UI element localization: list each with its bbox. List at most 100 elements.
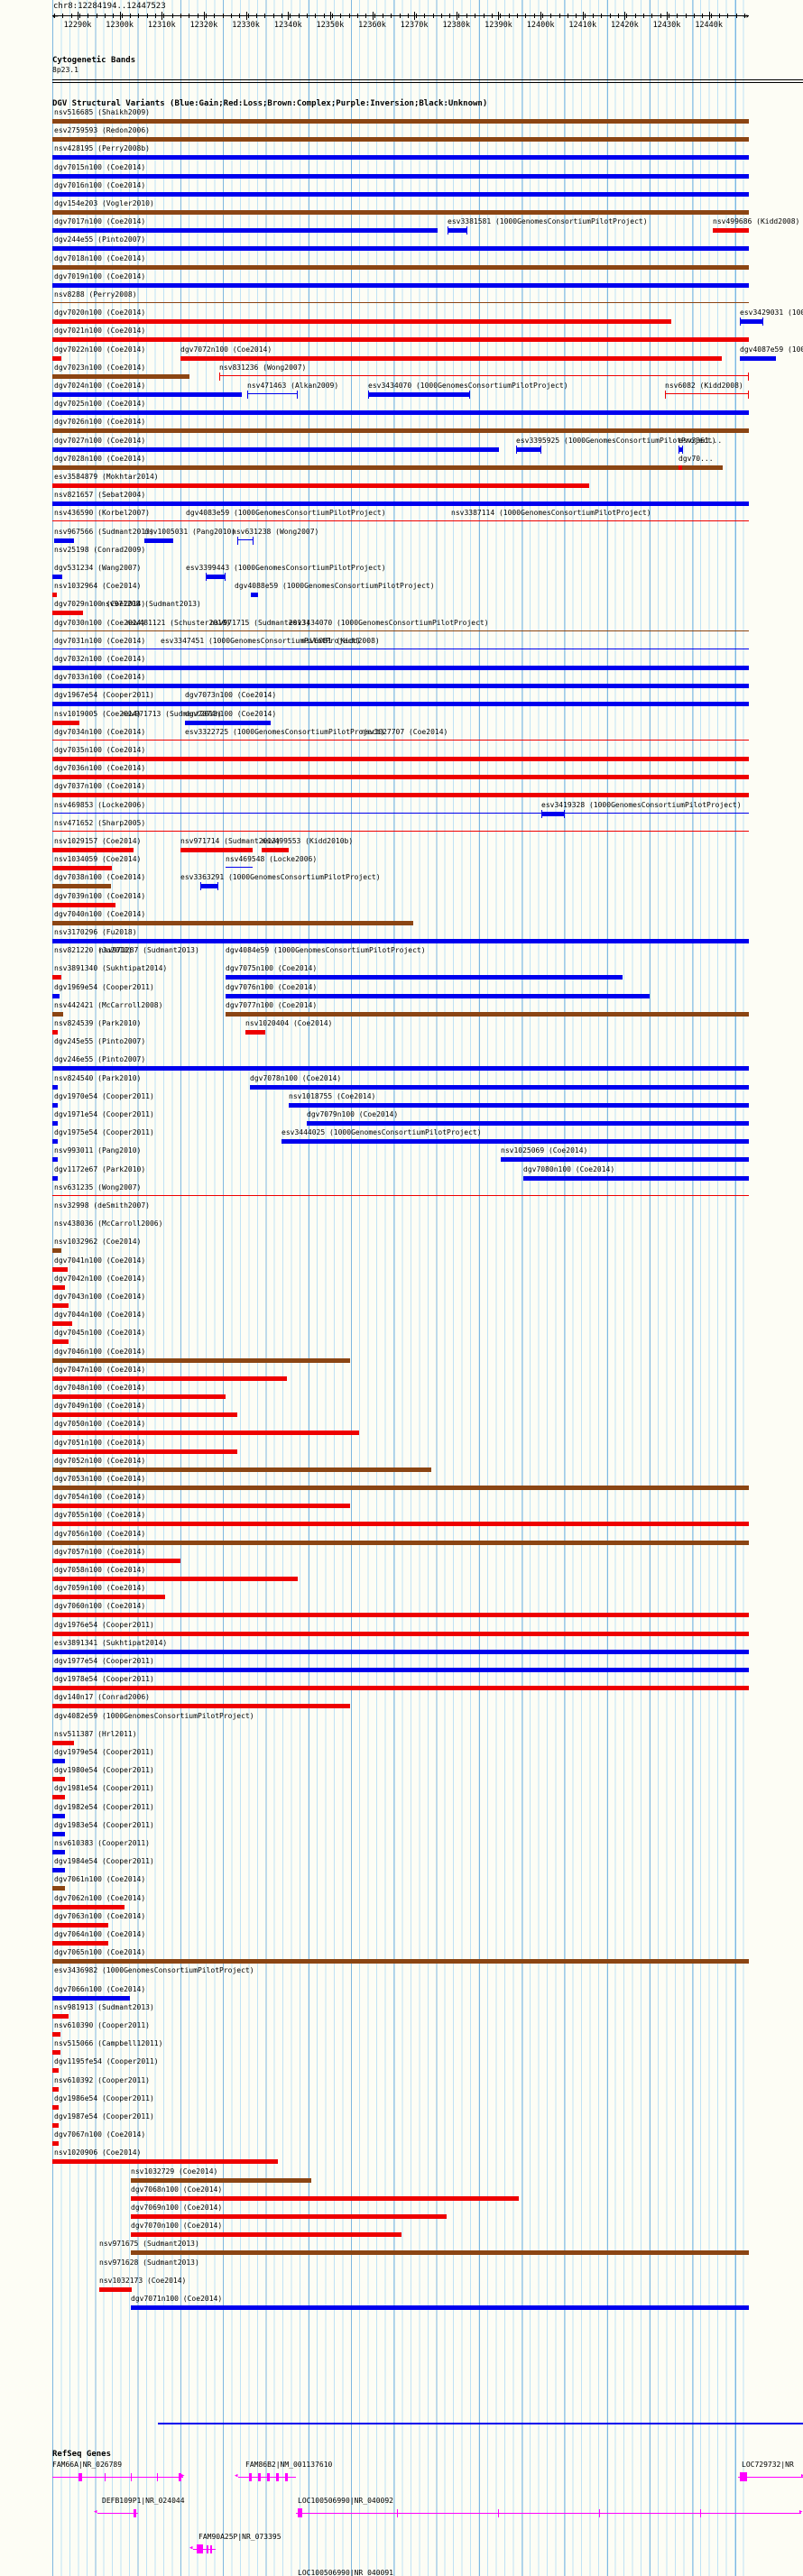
variant-bar[interactable] (52, 1959, 749, 1964)
dgv-variant-row[interactable]: dgv7030n100 (Coe2014) nsv481121 (Schuster… (0, 619, 803, 637)
variant-bar[interactable] (52, 1668, 749, 1672)
variant-label[interactable]: dgv7067n100 (Coe2014) (54, 2130, 146, 2139)
dgv-variant-row[interactable]: dgv7022n100 (Coe2014) dgv7072n100 (Coe201… (0, 345, 803, 363)
variant-label[interactable]: dgv1986e54 (Cooper2011) (54, 2093, 154, 2102)
variant-label[interactable]: dgv7074n100 (Coe2014) (185, 709, 277, 718)
variant-label[interactable]: dgv7050n100 (Coe2014) (54, 1420, 146, 1429)
variant-bar[interactable] (541, 811, 565, 816)
variant-bar[interactable] (52, 465, 723, 470)
variant-label[interactable]: dgv70... (678, 454, 714, 463)
variant-label[interactable]: esv3434070 (1000GenomesConsortiumPilotPr… (368, 382, 568, 390)
dgv-variant-row[interactable]: nsv610383 (Cooper2011) (0, 1839, 803, 1857)
variant-bar[interactable] (52, 993, 60, 998)
variant-bar[interactable] (52, 1613, 749, 1618)
gene-label[interactable]: DEFB109P1|NR_024044 (102, 2497, 185, 2505)
variant-label[interactable]: dgv7065n100 (Coe2014) (54, 1948, 146, 1957)
variant-bar[interactable] (52, 920, 413, 925)
dgv-variant-row[interactable]: dgv7062n100 (Coe2014) (0, 1894, 803, 1912)
variant-label[interactable]: dgv1979e54 (Cooper2011) (54, 1748, 154, 1756)
variant-bar[interactable] (52, 2123, 59, 2128)
dgv-variant-row[interactable]: dgv7046n100 (Coe2014) (0, 1348, 803, 1366)
dgv-variant-row[interactable]: dgv7048n100 (Coe2014) (0, 1384, 803, 1402)
variant-label[interactable]: dgv7015n100 (Coe2014) (54, 162, 146, 171)
variant-label[interactable]: dgv7055n100 (Coe2014) (54, 1511, 146, 1520)
dgv-variant-row[interactable]: dgv7019n100 (Coe2014) (0, 272, 803, 290)
variant-bar[interactable] (52, 1030, 58, 1035)
variant-label[interactable]: nsv32998 (deSmith2007) (54, 1201, 150, 1210)
variant-bar[interactable] (237, 538, 254, 540)
dgv-variant-row[interactable]: dgv7066n100 (Coe2014) (0, 1985, 803, 2003)
dgv-variant-row[interactable]: dgv7020n100 (Coe2014) esv3429031 (1000Gen… (0, 308, 803, 327)
variant-label[interactable]: dgv7052n100 (Coe2014) (54, 1456, 146, 1465)
dgv-variant-row[interactable]: dgv7035n100 (Coe2014) (0, 746, 803, 764)
variant-bar[interactable] (99, 2286, 132, 2292)
dgv-variant-row[interactable]: nsv981913 (Sudmant2013) (0, 2003, 803, 2021)
gene-exon[interactable] (179, 2472, 181, 2481)
variant-label[interactable]: dgv1970e54 (Cooper2011) (54, 1091, 154, 1100)
dgv-variant-row[interactable]: nsv1032964 (Coe2014) dgv4088e59 (1000Geno… (0, 582, 803, 600)
variant-label[interactable]: dgv4088e59 (1000GenomesConsortiumPilotPr… (235, 582, 435, 591)
variant-label[interactable]: dgv1975e54 (Cooper2011) (54, 1128, 154, 1137)
variant-bar[interactable] (52, 1284, 65, 1290)
dgv-variant-row[interactable]: nsv610392 (Cooper2011) (0, 2076, 803, 2094)
variant-label[interactable]: esv3395925 (1000GenomesConsortiumPilotPr… (516, 436, 716, 445)
dgv-variant-row[interactable]: dgv244e55 (Pinto2007) (0, 235, 803, 253)
dgv-variant-row[interactable]: nsv511387 (Hrl2011) (0, 1730, 803, 1748)
dgv-variant-row[interactable]: dgv7021n100 (Coe2014) (0, 327, 803, 345)
dgv-variant-row[interactable]: dgv7052n100 (Coe2014) (0, 1457, 803, 1475)
variant-label[interactable]: dgv7045n100 (Coe2014) (54, 1329, 146, 1338)
variant-bar[interactable] (665, 393, 749, 394)
variant-bar[interactable] (52, 155, 749, 161)
variant-label[interactable]: nsv1020906 (Coe2014) (54, 2148, 142, 2157)
variant-label[interactable]: dgv7020n100 (Coe2014) (54, 308, 146, 317)
gene-exon[interactable] (207, 2544, 208, 2553)
variant-bar[interactable] (131, 2177, 311, 2183)
variant-bar[interactable] (131, 2250, 749, 2256)
variant-bar[interactable] (52, 210, 749, 215)
dgv-variant-row[interactable]: nsv438036 (McCarroll2006) (0, 1219, 803, 1237)
variant-label[interactable]: dgv7034n100 (Coe2014) (54, 727, 146, 736)
variant-label[interactable]: dgv1982e54 (Cooper2011) (54, 1802, 154, 1811)
variant-bar[interactable] (52, 1504, 350, 1509)
variant-label[interactable]: dgv7059n100 (Coe2014) (54, 1584, 146, 1593)
dgv-variant-row[interactable]: dgv7053n100 (Coe2014) (0, 1475, 803, 1493)
variant-bar[interactable] (52, 1868, 65, 1873)
variant-label[interactable]: nsv971715 (Sudmant2013) (210, 618, 310, 627)
variant-label[interactable]: dgv7032n100 (Coe2014) (54, 655, 146, 663)
dgv-variant-row[interactable]: dgv7045n100 (Coe2014) (0, 1329, 803, 1347)
variant-label[interactable]: nsv1025069 (Coe2014) (501, 1146, 588, 1155)
dgv-variant-row[interactable]: nsv821657 (Sebat2004) (0, 491, 803, 509)
variant-label[interactable]: dgv1977e54 (Cooper2011) (54, 1657, 154, 1665)
dgv-variant-row[interactable]: dgv1980e54 (Cooper2011) (0, 1766, 803, 1784)
dgv-variant-row[interactable]: dgv1987e54 (Cooper2011) (0, 2112, 803, 2130)
variant-bar[interactable] (52, 1486, 749, 1490)
variant-label[interactable]: esv3347451 (1000GenomesConsortiumPilotPr… (161, 636, 361, 645)
dgv-variant-row[interactable]: nsv821220 (Ju2010) nsv971287 (Sudmant2013… (0, 946, 803, 964)
variant-bar[interactable] (52, 1175, 58, 1181)
variant-bar[interactable] (251, 593, 258, 598)
dgv-variant-row[interactable]: nsv32998 (deSmith2007) (0, 1201, 803, 1219)
variant-bar[interactable] (52, 1102, 58, 1108)
variant-label[interactable]: nsv1019005 (Coe2014) (54, 709, 142, 718)
dgv-variant-row[interactable]: nsv25198 (Conrad2009) (0, 546, 803, 564)
variant-bar[interactable] (678, 465, 682, 470)
variant-label[interactable]: dgv140n17 (Conrad2006) (54, 1693, 150, 1702)
variant-bar[interactable] (131, 2195, 519, 2201)
dgv-variant-row[interactable]: nsv971628 (Sudmant2013) (0, 2259, 803, 2277)
variant-label[interactable]: dgv7057n100 (Coe2014) (54, 1547, 146, 1556)
variant-label[interactable]: nsv499686 (Kidd2008) (713, 217, 800, 226)
variant-bar[interactable] (52, 939, 749, 943)
variant-label[interactable]: nsv25198 (Conrad2009) (54, 545, 146, 554)
dgv-variant-row[interactable]: dgv7015n100 (Coe2014) (0, 163, 803, 181)
variant-bar[interactable] (52, 1813, 65, 1818)
variant-bar[interactable] (206, 575, 226, 579)
variant-bar[interactable] (52, 884, 111, 889)
gene-exon[interactable] (740, 2472, 747, 2481)
variant-bar[interactable] (52, 137, 749, 143)
dgv-variant-row[interactable]: dgv7039n100 (Coe2014) (0, 892, 803, 910)
variant-label[interactable]: dgv7017n100 (Coe2014) (54, 217, 146, 226)
variant-bar[interactable] (52, 1904, 125, 1909)
variant-bar[interactable] (52, 1449, 237, 1454)
variant-label[interactable]: nsv993011 (Pang2010) (54, 1146, 142, 1155)
dgv-variant-row[interactable]: dgv7071n100 (Coe2014) (0, 2295, 803, 2313)
